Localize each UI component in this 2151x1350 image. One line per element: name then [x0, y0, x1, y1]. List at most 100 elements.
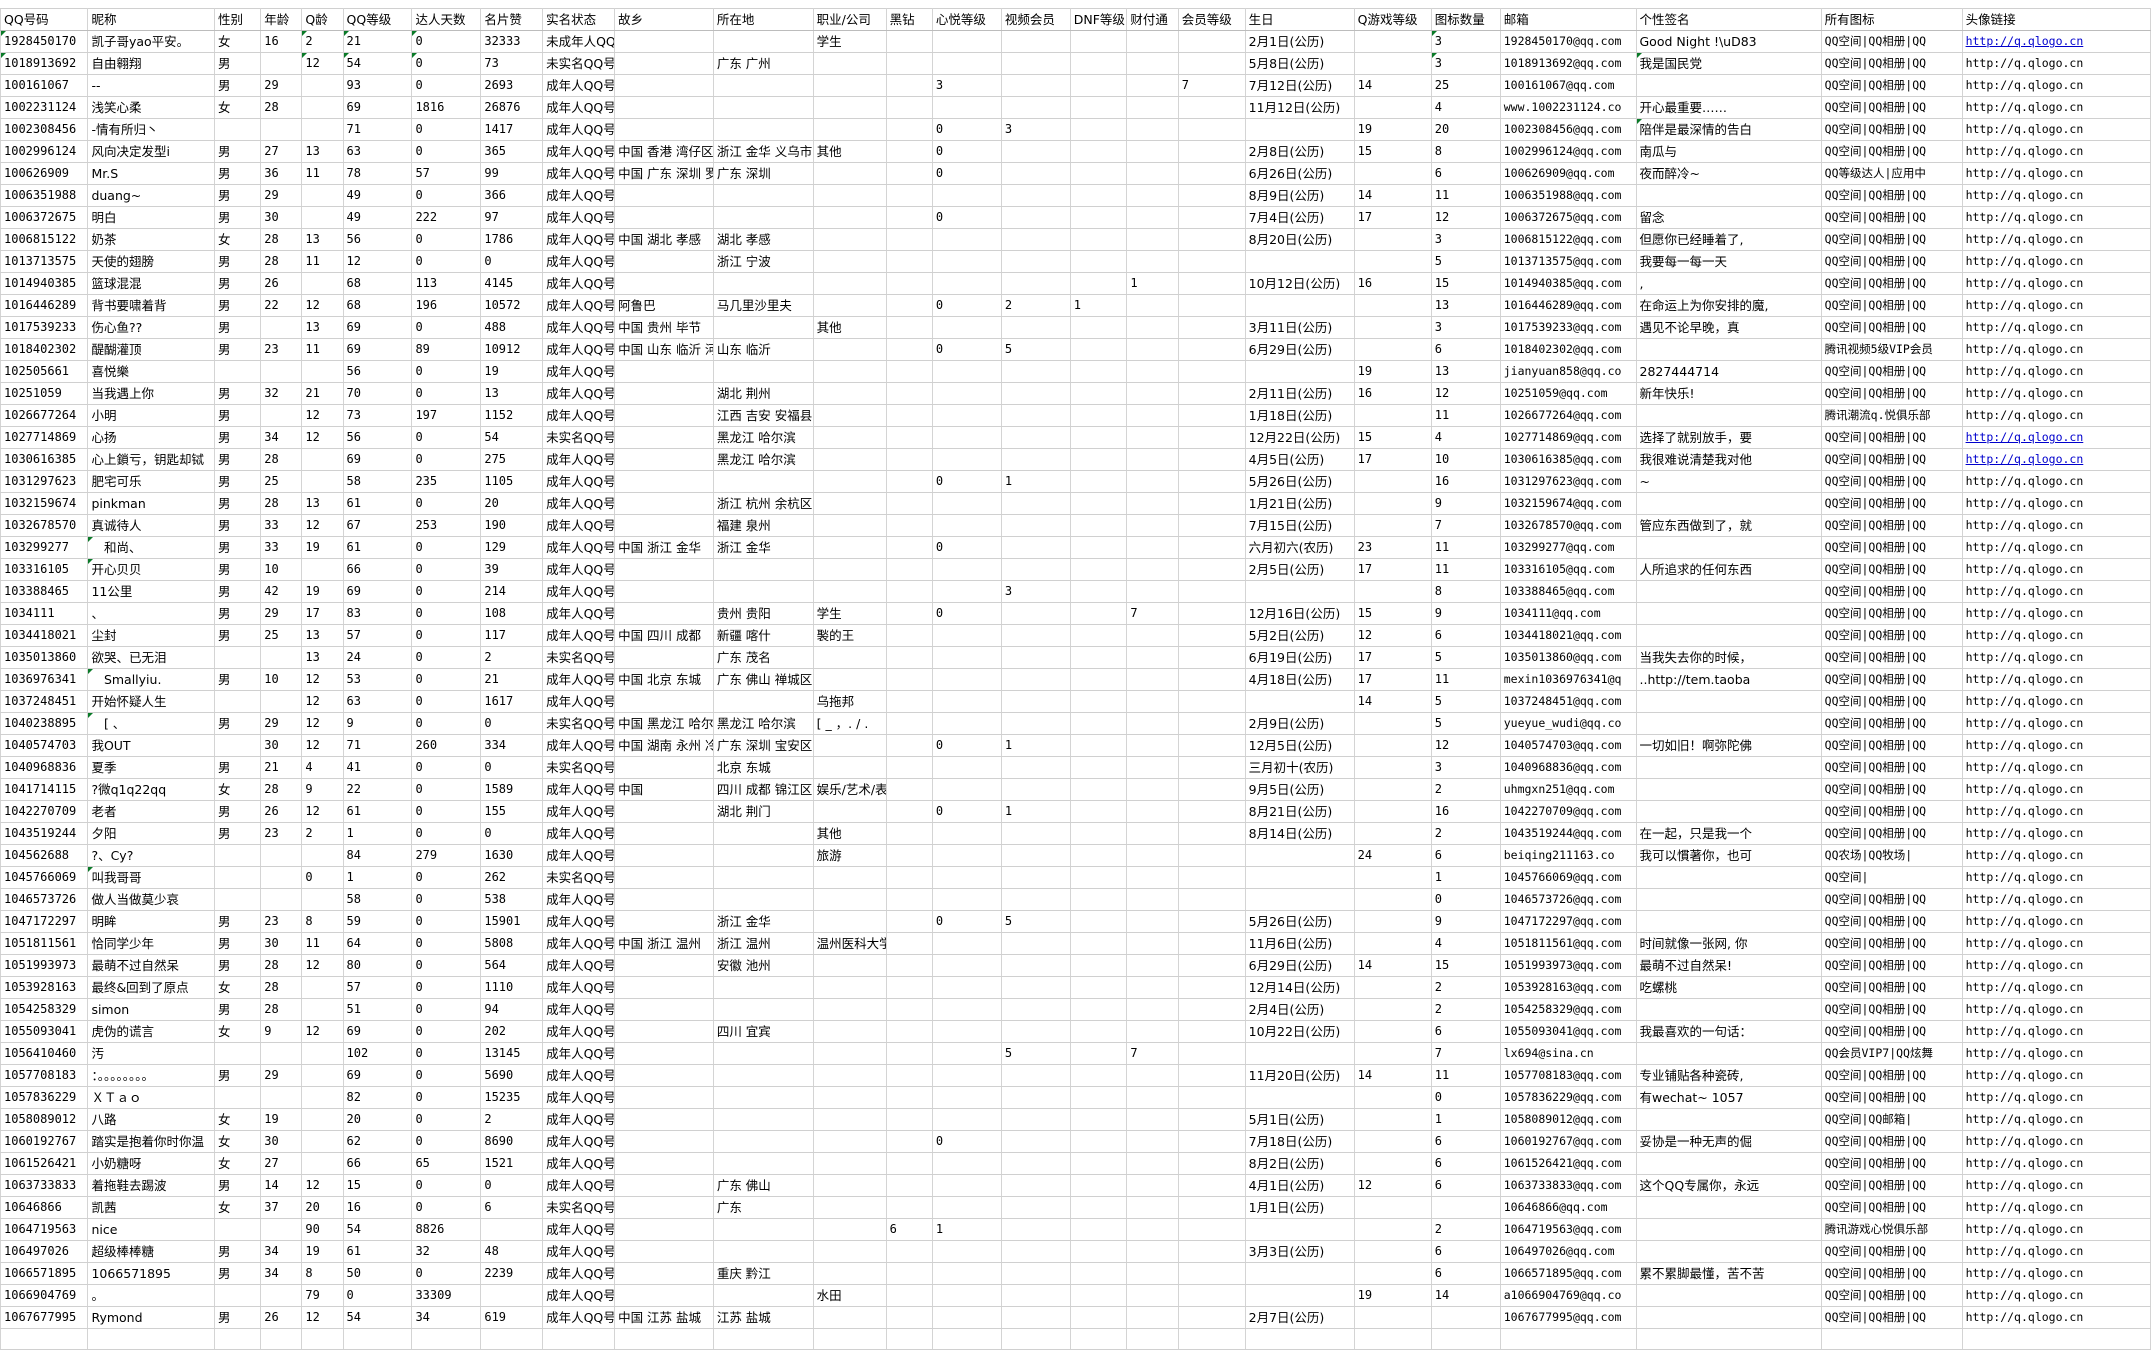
cell-qqlevel[interactable]: 82: [343, 1086, 413, 1109]
cell-xinyue-level[interactable]: [932, 954, 1002, 977]
column-likes[interactable]: 名片赞: [480, 8, 544, 31]
cell-gender[interactable]: 女: [214, 30, 262, 53]
cell-qqlevel[interactable]: 63: [343, 690, 413, 713]
cell-expertdays[interactable]: 0: [411, 910, 482, 933]
cell-nickname[interactable]: ＸＴａｏ: [87, 1086, 215, 1109]
cell-tenpay[interactable]: [1126, 778, 1179, 801]
cell-video-vip[interactable]: [1001, 492, 1071, 515]
cell-dnf-level[interactable]: [1070, 1196, 1128, 1219]
cell-all-icons[interactable]: QQ会员VIP7|QQ炫舞: [1821, 1042, 1963, 1065]
cell-game-level[interactable]: [1354, 294, 1432, 317]
cell-age[interactable]: 25: [260, 470, 303, 493]
cell-realname-status[interactable]: 成年人QQ号: [542, 206, 616, 229]
cell-gender[interactable]: 男: [214, 954, 262, 977]
cell-gender[interactable]: [214, 360, 262, 383]
cell-signature[interactable]: 我很难说清楚我对他: [1636, 448, 1822, 471]
table-row[interactable]: 1032159674 pinkman 男 28 13 61 0 20 成年人QQ号 浙江 杭州 余…: [0, 492, 2151, 515]
cell-expertdays[interactable]: 0: [411, 646, 482, 669]
cell-hometown[interactable]: 中国 广东 深圳 罗: [614, 162, 714, 185]
cell-icon-count[interactable]: 1: [1431, 866, 1501, 889]
cell-xinyue-level[interactable]: [932, 492, 1002, 515]
cell-realname-status[interactable]: 未实名QQ号: [542, 756, 616, 779]
cell-gender[interactable]: 男: [214, 558, 262, 581]
cell-qage[interactable]: [301, 184, 344, 207]
cell-video-vip[interactable]: [1001, 536, 1071, 559]
cell-icon-count[interactable]: 5: [1431, 250, 1501, 273]
cell-qage[interactable]: [301, 558, 344, 581]
cell-birthday[interactable]: [1245, 1262, 1355, 1285]
table-row[interactable]: 1056410460 汚 102 0 13145 成年人QQ号 5 7 7 lx694@sina.…: [0, 1042, 2151, 1065]
cell-qq[interactable]: 1031297623: [0, 470, 89, 493]
cell-job[interactable]: [813, 250, 887, 273]
cell-realname-status[interactable]: 成年人QQ号: [542, 1042, 616, 1065]
cell-email[interactable]: 1061526421@qq.com: [1500, 1152, 1637, 1175]
cell-nickname[interactable]: 浅笑心柔: [87, 96, 215, 119]
cell-qage[interactable]: [301, 1130, 344, 1153]
cell-age[interactable]: 30: [260, 206, 303, 229]
cell-job[interactable]: 水田: [813, 1284, 887, 1307]
cell-tenpay[interactable]: 7: [1126, 1042, 1179, 1065]
cell-avatar-link[interactable]: http://q.qlogo.cn: [1962, 228, 2151, 251]
cell-cardlikes[interactable]: 15901: [480, 910, 544, 933]
cell-email[interactable]: 1040574703@qq.com: [1500, 734, 1637, 757]
cell-location[interactable]: [713, 888, 814, 911]
cell-hometown[interactable]: [614, 1108, 714, 1131]
cell-hometown[interactable]: 中国 湖北 孝感: [614, 228, 714, 251]
cell-age[interactable]: 32: [260, 382, 303, 405]
cell-black-diamond[interactable]: [886, 492, 933, 515]
cell-vip-level[interactable]: [1178, 734, 1246, 757]
table-row[interactable]: 1034418021 尘封男 25 13 57 0 117 成年人QQ号 中国 四川 成都 新疆 …: [0, 624, 2151, 647]
cell-black-diamond[interactable]: [886, 712, 933, 735]
cell-qq[interactable]: 1928450170: [0, 30, 89, 53]
cell-nickname[interactable]: 明眸: [87, 910, 215, 933]
cell-game-level[interactable]: [1354, 822, 1432, 845]
cell-birthday[interactable]: [1245, 1328, 1355, 1350]
cell-signature[interactable]: [1636, 580, 1822, 603]
cell-qage[interactable]: 12: [301, 734, 344, 757]
cell-nickname[interactable]: 。: [87, 1284, 215, 1307]
cell-cardlikes[interactable]: 1521: [480, 1152, 544, 1175]
cell-xinyue-level[interactable]: 0: [932, 206, 1002, 229]
cell-xinyue-level[interactable]: 0: [932, 800, 1002, 823]
cell-all-icons[interactable]: QQ空间|QQ相册|QQ: [1821, 184, 1963, 207]
cell-realname-status[interactable]: 未实名QQ号: [542, 426, 616, 449]
cell-age[interactable]: 28: [260, 492, 303, 515]
cell-dnf-level[interactable]: [1070, 954, 1128, 977]
column-realname[interactable]: 实名状态: [542, 8, 616, 31]
cell-location[interactable]: [713, 1152, 814, 1175]
cell-dnf-level[interactable]: [1070, 910, 1128, 933]
cell-email[interactable]: 1002308456@qq.com: [1500, 118, 1637, 141]
cell-avatar-link[interactable]: http://q.qlogo.cn: [1962, 1284, 2151, 1307]
cell-hometown[interactable]: [614, 602, 714, 625]
cell-xinyue-level[interactable]: [932, 1064, 1002, 1087]
cell-qq[interactable]: 1036976341: [0, 668, 89, 691]
table-row[interactable]: 1066571895 1066571895 男 34 8 50 0 2239 成年人QQ号 重庆 …: [0, 1262, 2151, 1285]
cell-nickname[interactable]: 夏季: [87, 756, 215, 779]
cell-all-icons[interactable]: QQ空间|QQ相册|QQ: [1821, 272, 1963, 295]
cell-all-icons[interactable]: QQ空间|QQ相册|QQ: [1821, 734, 1963, 757]
table-row[interactable]: 1032678570 真诚待人男 33 12 67 253 190 成年人QQ号 福建 泉州 7月…: [0, 514, 2151, 537]
cell-tenpay[interactable]: [1126, 382, 1179, 405]
cell-email[interactable]: 1013713575@qq.com: [1500, 250, 1637, 273]
cell-video-vip[interactable]: [1001, 382, 1071, 405]
cell-qage[interactable]: [301, 888, 344, 911]
cell-email[interactable]: 10646866@qq.com: [1500, 1196, 1637, 1219]
cell-video-vip[interactable]: [1001, 96, 1071, 119]
cell-avatar-link[interactable]: http://q.qlogo.cn: [1962, 30, 2151, 53]
cell-hometown[interactable]: [614, 1284, 714, 1307]
cell-dnf-level[interactable]: [1070, 1020, 1128, 1043]
cell-realname-status[interactable]: 未实名QQ号: [542, 646, 616, 669]
cell-dnf-level[interactable]: 1: [1070, 294, 1128, 317]
cell-email[interactable]: beiqing211163.co: [1500, 844, 1637, 867]
cell-location[interactable]: 黑龙江 哈尔滨: [713, 448, 814, 471]
cell-nickname[interactable]: 凯茜: [87, 1196, 215, 1219]
cell-black-diamond[interactable]: [886, 162, 933, 185]
cell-qq[interactable]: 1030616385: [0, 448, 89, 471]
cell-age[interactable]: [260, 866, 303, 889]
cell-realname-status[interactable]: 成年人QQ号: [542, 888, 616, 911]
cell-avatar-link[interactable]: http://q.qlogo.cn: [1962, 866, 2151, 889]
cell-gender[interactable]: 男: [214, 756, 262, 779]
cell-dnf-level[interactable]: [1070, 888, 1128, 911]
cell-cardlikes[interactable]: 1110: [480, 976, 544, 999]
cell-job[interactable]: [813, 668, 887, 691]
